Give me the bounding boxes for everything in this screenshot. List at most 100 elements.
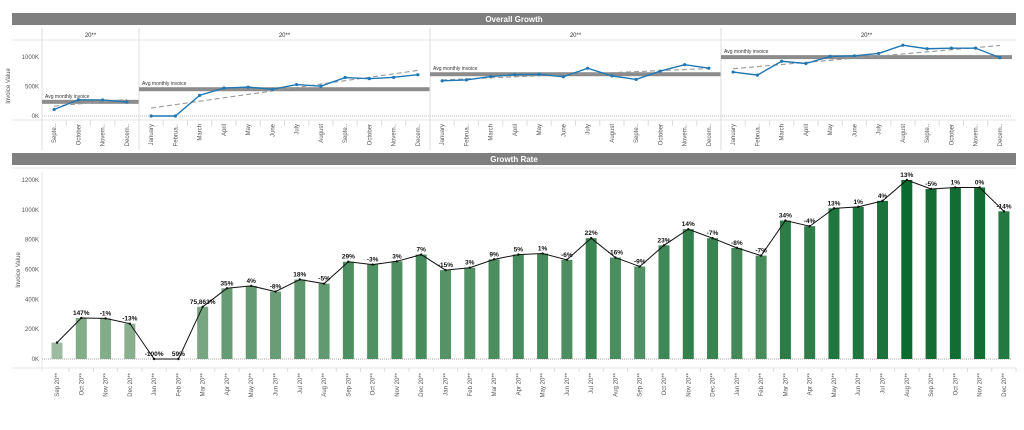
growth-point [662,244,666,247]
y-tick-label: 0K [32,357,39,363]
month-label: Sep 20** [929,372,935,396]
growth-rate-label: 35% [220,280,233,287]
growth-rate-label: 3% [465,260,475,267]
month-label: Oct 20** [79,372,85,395]
invoice-point [877,51,881,56]
y-tick-label: 800K [25,238,39,244]
month-label: Aug 20** [322,372,328,396]
month-label: Oct 20** [953,372,959,395]
year-label: 20** [279,33,291,39]
growth-point [638,265,641,268]
month-label: Dec 20** [419,372,425,396]
growth-rate-label: -1% [100,310,112,317]
month-label: Decem.. [125,124,131,147]
invoice-point [246,85,250,89]
month-label: Jan 20** [443,372,449,395]
month-label: July [295,124,301,135]
growth-point [492,258,496,261]
growth-point [857,205,860,209]
growth-point [881,199,884,203]
invoice-bar [852,206,864,359]
month-label: Dec 20** [128,372,134,396]
avg-monthly-invoice-band [139,87,430,92]
avg-monthly-invoice-label: Avg monthly invoice [45,94,90,100]
growth-point [395,260,399,263]
month-label: October [658,124,664,145]
month-label: Oct 20** [662,372,668,395]
month-label: Septe.. [343,124,349,143]
growth-point [177,357,180,361]
trend-line [733,44,1000,70]
growth-rate-label: 3% [392,253,402,260]
avg-monthly-invoice-label: Avg monthly invoice [142,81,187,87]
growth-rate-label: -16% [608,250,623,257]
growth-point [808,225,811,228]
y-tick-label: 1000K [22,208,39,214]
invoice-point [270,87,274,91]
month-label: March [780,124,786,141]
month-label: August [610,124,616,143]
month-label: Sep 20** [55,372,61,396]
growth-rate-label: 22% [585,230,598,237]
growth-point [759,254,763,257]
invoice-bar [609,257,621,359]
growth-rate-label: -6% [561,252,573,259]
avg-monthly-invoice-band [721,55,1012,60]
month-label: Apr 20** [516,372,522,395]
y-axis-label: Invoice Value [6,68,12,104]
month-label: March [489,124,495,141]
invoice-point [610,74,614,78]
year-panel: 20** Avg monthly invoice January Februa.. Ma… [138,28,430,150]
month-label: Decem.. [416,124,422,147]
month-label: Mar 20** [783,372,789,396]
month-label: Novem.. [101,124,107,147]
month-label: Sep 20** [638,372,644,396]
invoice-bar [682,229,694,359]
growth-rate-label: -5% [318,276,330,283]
growth-point [468,266,471,269]
month-label: Apr 20** [225,372,231,395]
growth-point [711,236,714,240]
growth-point [152,357,156,361]
invoice-bar [51,342,63,359]
month-label: May [828,124,834,135]
month-label: January [440,124,446,145]
invoice-point [974,46,978,50]
month-label: August [319,124,325,143]
month-label: March [198,124,204,141]
invoice-bar [342,261,354,359]
month-label: April [804,124,810,136]
growth-rate-label: 1% [854,199,864,206]
invoice-line [733,44,1001,76]
growth-rate-label: 9% [489,251,499,258]
month-label: Feb 20** [468,372,474,396]
avg-monthly-invoice-band [430,72,721,77]
growth-point [614,256,617,259]
invoice-point [852,54,856,58]
y-tick-label: 1000K [22,55,39,61]
growth-rate-label: 1% [951,179,961,186]
growth-rate-label: -3% [367,257,379,264]
growth-point [225,287,229,290]
month-label: Februa.. [755,124,761,147]
y-axis-label: Invoice Value [16,252,22,288]
invoice-bar [415,254,427,359]
invoice-point [634,77,638,82]
growth-rate-label: -14% [996,203,1011,210]
invoice-point [173,114,177,118]
trend-line [151,69,418,109]
month-label: Mar 20** [492,372,498,396]
growth-point [565,258,569,262]
month-label: August [901,124,907,143]
invoice-point [295,82,299,87]
invoice-line [151,74,418,117]
y-tick-label: 400K [25,297,39,303]
growth-point [929,187,933,191]
year-label: 20** [861,33,873,39]
growth-rate-label: -13% [122,316,137,323]
growth-rate-label: -15% [438,262,453,269]
invoice-point [198,93,202,97]
invoice-bar [804,226,816,359]
month-label: October [367,124,373,145]
avg-monthly-invoice-label: Avg monthly invoice [433,66,478,72]
